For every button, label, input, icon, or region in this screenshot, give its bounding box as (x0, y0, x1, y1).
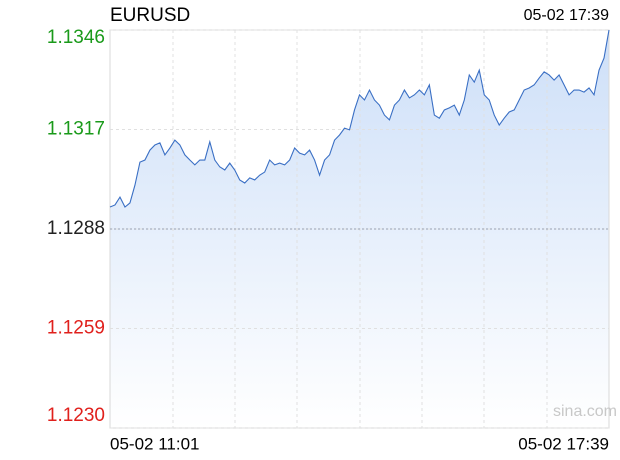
y-tick-label: 1.1230 (47, 405, 105, 426)
price-line (109, 29, 610, 208)
y-tick-label: 1.1259 (47, 318, 105, 339)
y-tick-label: 1.1288 (47, 218, 105, 239)
y-tick-label: 1.1317 (47, 119, 105, 140)
chart-title: EURUSD (110, 5, 190, 26)
y-tick-label: 1.1346 (47, 27, 105, 48)
x-label: 05-02 11:01 (110, 434, 199, 453)
x-label: 05-02 17:39 (518, 434, 609, 453)
watermark: sina.com (553, 403, 617, 420)
time-label: 05-02 17:39 (524, 7, 610, 24)
